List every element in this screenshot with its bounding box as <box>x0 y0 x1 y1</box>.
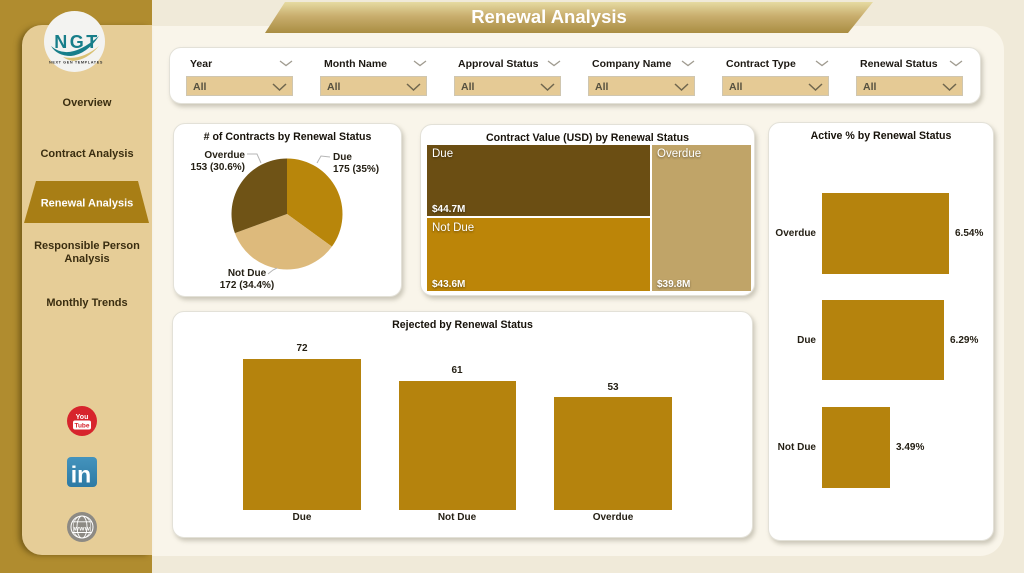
svg-text:172 (34.4%): 172 (34.4%) <box>220 280 274 291</box>
svg-text:NEXT GEN TEMPLATES: NEXT GEN TEMPLATES <box>49 61 103 65</box>
svg-text:www: www <box>73 526 91 533</box>
svg-text:Renewal Analysis: Renewal Analysis <box>471 6 627 27</box>
svg-text:Tube: Tube <box>74 423 89 430</box>
svg-text:175 (35%): 175 (35%) <box>333 164 379 175</box>
svg-text:Renewal Analysis: Renewal Analysis <box>41 198 134 210</box>
svg-text:Not Due: Not Due <box>228 268 267 279</box>
svg-text:in: in <box>71 462 91 488</box>
svg-text:NGT: NGT <box>54 32 100 52</box>
svg-text:Due: Due <box>333 152 352 163</box>
svg-text:You: You <box>76 414 89 421</box>
svg-text:Overdue: Overdue <box>204 150 245 161</box>
svg-text:153 (30.6%): 153 (30.6%) <box>191 162 245 173</box>
